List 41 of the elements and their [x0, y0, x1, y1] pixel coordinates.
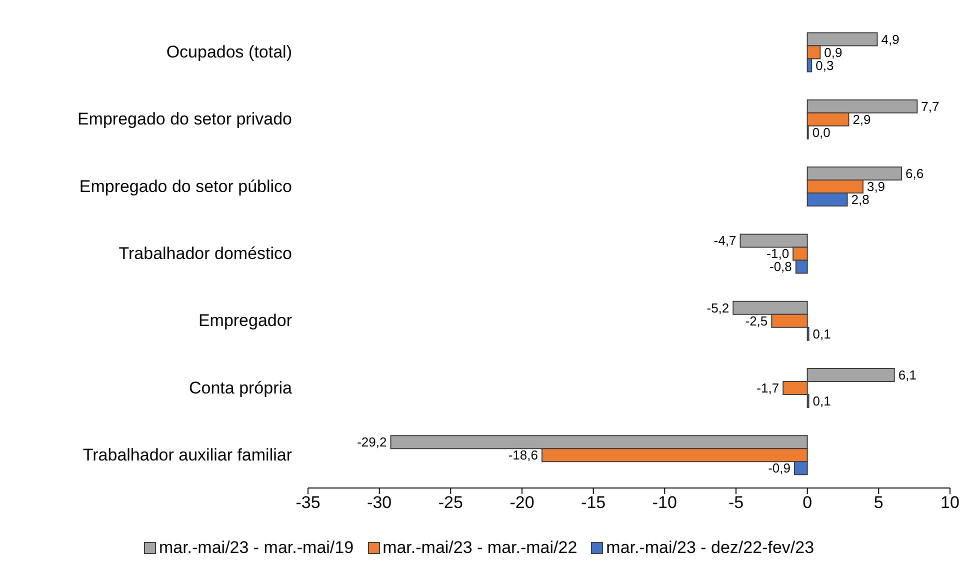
data-label: -2,5: [745, 313, 768, 328]
data-label: -18,6: [508, 448, 538, 463]
data-label: -4,7: [714, 233, 736, 248]
data-label: 2,9: [852, 112, 871, 127]
data-label: 0,0: [812, 124, 830, 140]
data-label: 0,1: [812, 393, 831, 408]
data-label: 7,7: [921, 98, 940, 114]
legend-label: mar.-mai/23 - dez/22-fev/23: [606, 538, 814, 558]
x-tick-label: -5: [728, 493, 744, 512]
x-tick-label: -15: [581, 493, 606, 512]
x-tick-label: -20: [510, 493, 534, 512]
x-tick-label: -25: [438, 493, 463, 512]
data-label: 3,9: [866, 179, 886, 194]
y-tick-label: Ocupados (total): [166, 42, 292, 62]
data-label: 4,9: [881, 32, 900, 47]
y-tick-label: Empregador: [198, 311, 292, 330]
legend-label: mar.-mai/23 - mar.-mai/19: [158, 538, 354, 558]
data-label: -0,9: [768, 460, 790, 476]
x-tick-label: 10: [940, 493, 960, 512]
data-label: -1,0: [766, 246, 790, 262]
data-label: -1,7: [756, 380, 780, 396]
y-tick-label: Conta própria: [188, 378, 293, 398]
data-label: 2,8: [851, 192, 870, 208]
data-label: -29,2: [357, 434, 387, 450]
x-tick-label: 5: [874, 493, 884, 512]
data-label: 0,1: [812, 326, 831, 342]
data-label: 0,3: [816, 58, 834, 73]
y-tick-label: Empregado do setor público: [79, 176, 292, 196]
x-tick-label: -10: [652, 493, 677, 512]
y-tick-label: Empregado do setor privado: [77, 110, 292, 129]
y-tick-label: Trabalhador auxiliar familiar: [82, 445, 292, 464]
data-label: -5,2: [706, 300, 730, 316]
data-label: 6,1: [898, 367, 916, 382]
legend-label: mar.-mai/23 - mar.-mai/22: [382, 538, 578, 558]
y-tick-label: Trabalhador doméstico: [118, 244, 292, 264]
x-tick-label: -30: [367, 493, 392, 512]
data-label: 6,6: [905, 166, 924, 182]
data-label: 0,9: [824, 44, 842, 60]
x-tick-label: 0: [802, 493, 812, 512]
x-tick-label: -35: [296, 493, 320, 512]
data-label: -0,8: [770, 259, 792, 274]
